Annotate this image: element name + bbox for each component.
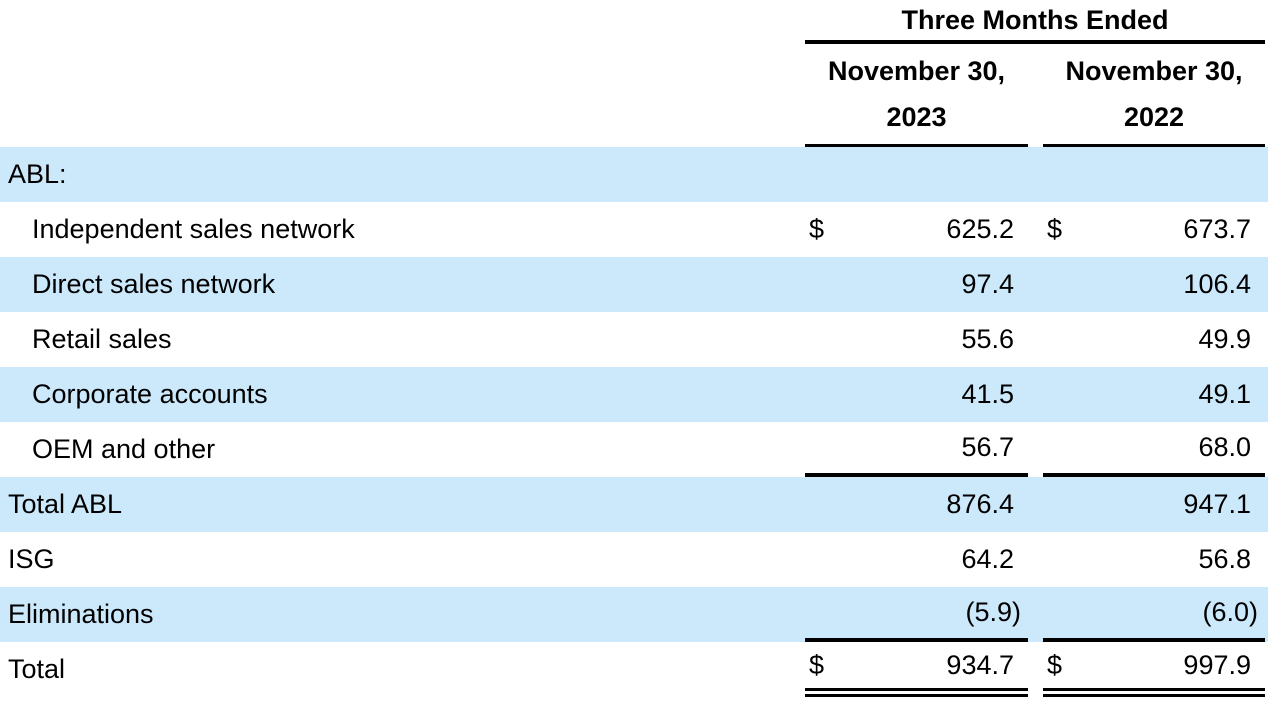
value-cell-2022: 49.1	[1043, 367, 1265, 422]
table-row-isg: ISG 64.2 56.8	[0, 532, 1268, 587]
table-header-dates-row: November 30, 2023 November 30, 2022	[0, 44, 1268, 147]
value-cell-2023: (5.9)	[805, 587, 1028, 642]
row-edge-spacer	[1265, 202, 1268, 257]
row-edge-spacer	[1265, 147, 1268, 202]
value-2023: 41.5	[961, 379, 1014, 409]
value-cell-2022: 68.0	[1043, 422, 1265, 477]
value-cell-2022: 947.1	[1043, 477, 1265, 532]
value-cell-2023: 97.4	[805, 257, 1028, 312]
row-edge-spacer	[1265, 312, 1268, 367]
table-row-total-abl: Total ABL 876.4 947.1	[0, 477, 1268, 532]
value-2022: 106.4	[1183, 269, 1251, 299]
column-gap	[1028, 257, 1043, 312]
period-header: Three Months Ended	[805, 0, 1265, 44]
row-edge-spacer	[1265, 532, 1268, 587]
table-row-eliminations: Eliminations (5.9) (6.0)	[0, 587, 1268, 642]
column-header-year: 2022	[1123, 102, 1185, 132]
column-gap	[1028, 44, 1043, 147]
column-gap	[1028, 422, 1043, 477]
header-label-spacer	[0, 44, 805, 147]
value-cell-2023: 55.6	[805, 312, 1028, 367]
row-label: Direct sales network	[32, 269, 276, 299]
row-label: OEM and other	[32, 434, 216, 464]
row-label: Total ABL	[8, 489, 123, 519]
value-2022: 68.0	[1198, 432, 1251, 462]
column-gap	[1028, 532, 1043, 587]
header-edge-spacer	[1265, 44, 1268, 147]
value-2023: 934.7	[946, 649, 1014, 680]
value-2023: 56.7	[961, 432, 1014, 462]
table-row-corporate-accounts: Corporate accounts 41.5 49.1	[0, 367, 1268, 422]
row-edge-spacer	[1265, 587, 1268, 642]
value-cell-2022: 56.8	[1043, 532, 1265, 587]
column-gap	[1028, 477, 1043, 532]
value-2023: (5.9)	[965, 597, 1021, 627]
value-2023: 876.4	[946, 489, 1014, 519]
value-cell-2023: 64.2	[805, 532, 1028, 587]
value-2023: 55.6	[961, 324, 1014, 354]
value-cell-2022: $ 673.7	[1043, 202, 1265, 257]
value-2022: 49.1	[1198, 379, 1251, 409]
value-cell-2023: 56.7	[805, 422, 1028, 477]
segment-revenue-table: Three Months Ended November 30, 2023 Nov…	[0, 0, 1268, 697]
value-cell-2022: (6.0)	[1043, 587, 1265, 642]
header-label-spacer	[0, 0, 805, 44]
row-label: Corporate accounts	[32, 379, 268, 409]
row-label: Independent sales network	[32, 214, 355, 244]
value-cell-2023: 41.5	[805, 367, 1028, 422]
column-gap	[1028, 587, 1043, 642]
dollar-sign: $	[1047, 214, 1063, 244]
row-label: Retail sales	[32, 324, 172, 354]
value-2022: 673.7	[1183, 214, 1251, 244]
value-2022: 56.8	[1198, 544, 1251, 574]
column-header-year: 2023	[886, 102, 947, 132]
value-cell-2022: 106.4	[1043, 257, 1265, 312]
table-row-direct-sales-network: Direct sales network 97.4 106.4	[0, 257, 1268, 312]
value-2023: 64.2	[961, 544, 1014, 574]
column-header-2022: November 30, 2022	[1043, 44, 1265, 147]
table-row-total: Total $ 934.7 $ 997.9	[0, 642, 1268, 697]
column-header-month: November 30,	[827, 56, 1006, 86]
value-cell-2023: $ 625.2	[805, 202, 1028, 257]
value-cell-2023: $ 934.7	[805, 642, 1028, 697]
value-cell-2023: 876.4	[805, 477, 1028, 532]
value-2023: 97.4	[961, 269, 1014, 299]
dollar-sign: $	[809, 214, 825, 244]
value-cell-2023	[805, 147, 1028, 202]
value-cell-2022: $ 997.9	[1043, 642, 1265, 697]
column-gap	[1028, 642, 1043, 697]
row-label: Eliminations	[8, 599, 154, 629]
row-edge-spacer	[1265, 477, 1268, 532]
column-header-2023: November 30, 2023	[805, 44, 1028, 147]
table-row-abl-heading: ABL:	[0, 147, 1268, 202]
value-2022: 947.1	[1183, 489, 1251, 519]
value-2022: (6.0)	[1202, 597, 1258, 627]
column-gap	[1028, 367, 1043, 422]
value-cell-2022: 49.9	[1043, 312, 1265, 367]
value-2022: 49.9	[1198, 324, 1251, 354]
row-edge-spacer	[1265, 642, 1268, 697]
table-row-retail-sales: Retail sales 55.6 49.9	[0, 312, 1268, 367]
row-edge-spacer	[1265, 422, 1268, 477]
column-gap	[1028, 312, 1043, 367]
table-row-oem-and-other: OEM and other 56.7 68.0	[0, 422, 1268, 477]
row-label: ABL:	[8, 159, 67, 189]
row-edge-spacer	[1265, 257, 1268, 312]
dollar-sign: $	[1047, 649, 1063, 680]
column-header-month: November 30,	[1065, 56, 1243, 86]
table-header-period-row: Three Months Ended	[0, 0, 1268, 44]
row-label: Total	[8, 654, 66, 684]
value-2022: 997.9	[1183, 649, 1251, 680]
dollar-sign: $	[809, 649, 825, 680]
header-edge-spacer	[1265, 0, 1268, 44]
table-row-independent-sales-network: Independent sales network $ 625.2 $ 673.…	[0, 202, 1268, 257]
value-cell-2022	[1043, 147, 1265, 202]
column-gap	[1028, 202, 1043, 257]
column-gap	[1028, 147, 1043, 202]
row-edge-spacer	[1265, 367, 1268, 422]
value-2023: 625.2	[946, 214, 1014, 244]
row-label: ISG	[8, 544, 55, 574]
